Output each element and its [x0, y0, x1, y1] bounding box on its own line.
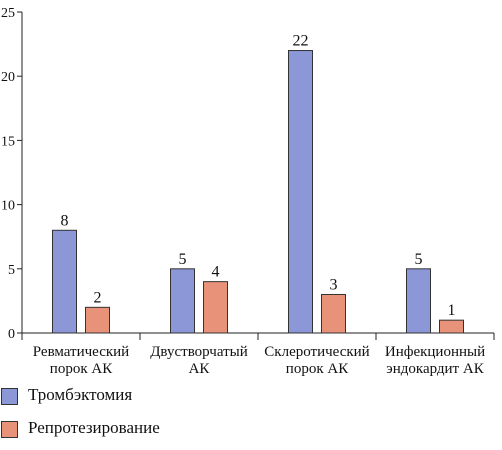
category-label-3-line-2: порок АК — [286, 361, 349, 377]
y-tick-label-15: 15 — [1, 134, 15, 149]
bar-series-1-cat-4 — [406, 268, 431, 334]
legend-label-series-1: Тромбэктомия — [28, 385, 133, 404]
bar-series-2-cat-3 — [321, 293, 346, 334]
data-label-series-1-cat-4: 5 — [415, 251, 423, 268]
category-label-3-line-1: Склеротический — [264, 344, 369, 360]
category-label-1-line-1: Ревматический — [33, 344, 129, 360]
bar-series-2-cat-2 — [203, 281, 228, 334]
data-label-series-2-cat-2: 4 — [212, 264, 220, 281]
bar-series-1-cat-1 — [52, 229, 77, 334]
category-label-4-line-1: Инфекционный — [385, 344, 485, 360]
legend-item-series-1: Тромбэктомия — [0, 384, 260, 417]
data-label-series-2-cat-1: 2 — [94, 289, 102, 306]
data-label-series-1-cat-2: 5 — [179, 251, 187, 268]
legend-item-series-2: Репротезирование — [0, 417, 260, 450]
data-label-series-2-cat-4: 1 — [448, 302, 456, 319]
legend-label-series-2: Репротезирование — [28, 418, 160, 437]
category-label-2-line-1: Двустворчатый — [150, 344, 248, 360]
legend: Тромбэктомия Репротезирование — [0, 384, 260, 450]
legend-swatch-series-2 — [1, 421, 18, 438]
category-label-1-line-2: порок АК — [50, 361, 113, 377]
y-tick-label-10: 10 — [1, 199, 15, 214]
data-label-series-1-cat-3: 22 — [293, 33, 309, 50]
y-tick-label-25: 25 — [1, 6, 15, 21]
bar-series-1-cat-3 — [288, 50, 313, 334]
y-tick-label-20: 20 — [1, 70, 15, 85]
bar-series-1-cat-2 — [170, 268, 195, 334]
y-tick-label-5: 5 — [8, 263, 15, 278]
data-label-series-2-cat-3: 3 — [330, 276, 338, 293]
data-label-series-1-cat-1: 8 — [61, 212, 69, 229]
y-tick-label-0: 0 — [8, 327, 15, 342]
bar-series-2-cat-1 — [85, 306, 110, 334]
category-label-4-line-2: эндокардит АК — [386, 361, 484, 377]
category-label-2-line-2: АК — [189, 361, 211, 377]
legend-swatch-series-1 — [1, 388, 18, 405]
bar-series-2-cat-4 — [439, 319, 464, 334]
